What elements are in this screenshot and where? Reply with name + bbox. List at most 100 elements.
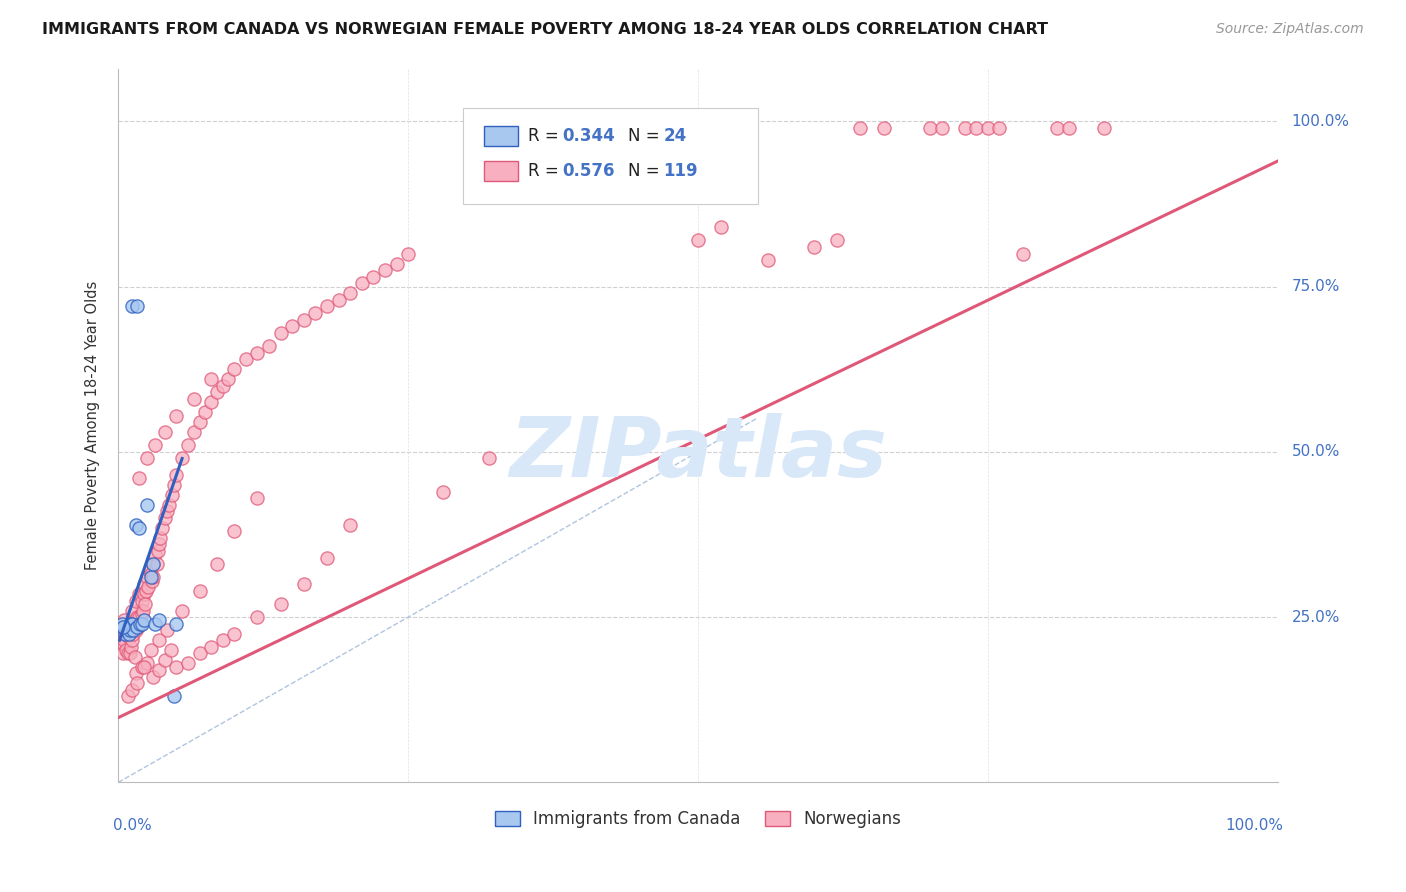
- Point: [156, 624, 179, 638]
- Point: [142, 558, 165, 572]
- Point: [125, 624, 148, 638]
- Point: [138, 564, 160, 578]
- Point: [121, 682, 143, 697]
- Text: 119: 119: [664, 161, 697, 179]
- Point: [1092, 121, 1115, 136]
- Point: [122, 626, 145, 640]
- Point: [111, 630, 134, 644]
- Point: [152, 521, 174, 535]
- Point: [121, 616, 143, 631]
- Point: [160, 488, 183, 502]
- Point: [281, 319, 304, 334]
- Point: [148, 537, 170, 551]
- Point: [183, 392, 205, 406]
- Point: [183, 425, 205, 439]
- Point: [128, 610, 150, 624]
- Point: [211, 633, 233, 648]
- Point: [125, 517, 148, 532]
- Point: [132, 587, 155, 601]
- Point: [148, 633, 170, 648]
- Text: R =: R =: [527, 161, 564, 179]
- Point: [803, 240, 825, 254]
- Point: [146, 544, 169, 558]
- Point: [363, 269, 385, 284]
- Text: Source: ZipAtlas.com: Source: ZipAtlas.com: [1216, 22, 1364, 37]
- Point: [270, 597, 292, 611]
- Point: [118, 616, 141, 631]
- Point: [1011, 246, 1033, 260]
- Point: [136, 570, 159, 584]
- Point: [131, 593, 153, 607]
- Point: [292, 312, 315, 326]
- Bar: [484, 161, 519, 180]
- Point: [172, 603, 194, 617]
- Point: [118, 626, 141, 640]
- Point: [1046, 121, 1069, 136]
- Point: [124, 649, 146, 664]
- Point: [165, 409, 187, 423]
- Point: [125, 593, 148, 607]
- Point: [142, 570, 165, 584]
- Point: [316, 550, 339, 565]
- Point: [145, 558, 167, 572]
- Point: [125, 300, 148, 314]
- Point: [148, 663, 170, 677]
- Point: [131, 616, 153, 631]
- Text: 75.0%: 75.0%: [1292, 279, 1340, 294]
- Point: [145, 616, 167, 631]
- Y-axis label: Female Poverty Among 18-24 Year Olds: Female Poverty Among 18-24 Year Olds: [86, 281, 100, 570]
- Point: [157, 498, 180, 512]
- Point: [139, 570, 162, 584]
- Point: [112, 636, 135, 650]
- Point: [118, 630, 141, 644]
- Point: [328, 293, 350, 307]
- Point: [153, 511, 176, 525]
- Point: [292, 577, 315, 591]
- Point: [194, 405, 217, 419]
- Point: [114, 624, 136, 638]
- Point: [931, 121, 953, 136]
- Point: [138, 580, 160, 594]
- Point: [686, 233, 709, 247]
- Point: [131, 603, 153, 617]
- Point: [374, 263, 396, 277]
- Point: [205, 558, 228, 572]
- Point: [121, 603, 143, 617]
- Point: [756, 253, 779, 268]
- Bar: [484, 127, 519, 146]
- Point: [478, 451, 501, 466]
- Point: [139, 643, 162, 657]
- Point: [127, 620, 149, 634]
- Point: [304, 306, 326, 320]
- Point: [918, 121, 941, 136]
- Point: [163, 690, 186, 704]
- Point: [339, 517, 361, 532]
- Text: R =: R =: [527, 128, 564, 145]
- Point: [114, 626, 136, 640]
- Point: [432, 484, 454, 499]
- Point: [128, 587, 150, 601]
- Point: [132, 614, 155, 628]
- Point: [136, 451, 159, 466]
- Point: [153, 653, 176, 667]
- Point: [115, 624, 138, 638]
- Point: [117, 647, 139, 661]
- Point: [224, 524, 246, 539]
- Point: [156, 504, 179, 518]
- Point: [224, 362, 246, 376]
- Point: [350, 277, 373, 291]
- Point: [172, 451, 194, 466]
- Text: 100.0%: 100.0%: [1226, 818, 1284, 833]
- Point: [132, 577, 155, 591]
- Point: [316, 300, 339, 314]
- Point: [111, 616, 134, 631]
- Point: [246, 491, 269, 505]
- Point: [125, 676, 148, 690]
- Text: N =: N =: [628, 161, 665, 179]
- Point: [135, 583, 157, 598]
- Point: [122, 624, 145, 638]
- Point: [111, 620, 134, 634]
- Point: [200, 395, 222, 409]
- Point: [246, 610, 269, 624]
- Point: [125, 620, 148, 634]
